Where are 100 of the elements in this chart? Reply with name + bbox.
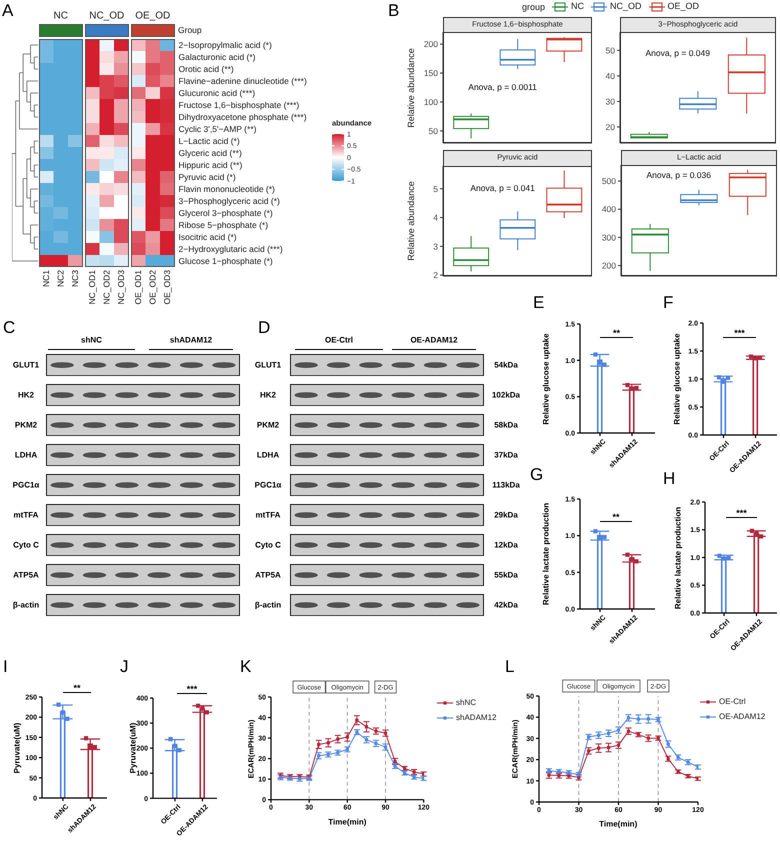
y-axis-title: Relative glucose uptake (672, 333, 682, 425)
legend-label: OE-ADAM12 (719, 711, 766, 722)
text: I (3, 657, 8, 676)
x-tick-label: NC_OD2 (102, 270, 112, 304)
y-tick-label: 2−Hydroxyglutaric acid (***) (178, 244, 283, 254)
y-tick-label: Glucuronic acid (***) (178, 88, 256, 98)
annotation: *** (734, 328, 745, 338)
category-label: PKM2 (14, 420, 38, 430)
category-label: GLUT1 (12, 360, 40, 370)
y-axis-title: Relative lactate production (673, 506, 683, 609)
legend-label: NC_OD (610, 1, 642, 12)
legend-label: OE-Ctrl (719, 696, 746, 707)
y-axis-title: Pyruvate(uM) (12, 722, 22, 773)
annotation: ** (612, 328, 620, 338)
annotation: Anova, p = 0.036 (646, 170, 711, 181)
x-axis-title: Time(min) (599, 819, 638, 829)
category-label: HK2 (18, 390, 34, 400)
legend-title: group (522, 2, 546, 12)
y-axis-title: Relative lactate production (541, 502, 551, 605)
y-tick-label: Flavin mononucleotide (*) (178, 184, 276, 194)
category-label: mtTFA (256, 510, 280, 520)
legend-label: shNC (456, 697, 476, 708)
text: NC_OD (89, 10, 124, 22)
category-label: shADAM12 (170, 335, 212, 345)
y-tick-label: Galacturonic acid (*) (178, 52, 256, 62)
y-tick-label: Pyruvic acid (*) (178, 172, 236, 182)
y-tick-label: 50 (606, 45, 616, 56)
y-tick-label: 3−Phosphoglyceric acid (*) (178, 196, 280, 206)
category-label: 42kDa (494, 600, 518, 610)
annotation: Anova, p = 0.0011 (468, 82, 537, 92)
category-label: LDHA (14, 450, 38, 460)
category-label: ATP5A (13, 570, 39, 580)
category-label: 54kDa (494, 360, 518, 370)
category-label: 37kDa (494, 450, 518, 460)
category-label: ATP5A (255, 570, 281, 580)
y-tick-label: 500 (602, 176, 616, 186)
x-tick-label: OE_OD3 (162, 270, 172, 304)
y-tick-label: Glyceric acid (**) (178, 148, 242, 158)
category-label: 29kDa (494, 510, 518, 520)
y-tick-label: 20 (606, 122, 616, 132)
y-tick-label: 200 (424, 39, 438, 50)
text: ** (73, 682, 81, 694)
y-tick-label: 3 (433, 241, 438, 252)
x-tick-label: NC1 (41, 270, 52, 288)
y-tick-label: 300 (602, 232, 616, 242)
y-tick-label: Ribose 5−phosphate (*) (178, 220, 268, 230)
y-tick-label: Fructose 1,6−bisphosphate (***) (178, 100, 300, 110)
text: F (663, 293, 674, 312)
y-tick-label: Glucose 1−phosphate (*) (178, 256, 273, 266)
text: H (663, 469, 676, 488)
annotation: *** (736, 508, 747, 518)
y-tick-label: 4 (433, 212, 438, 223)
text: Group (178, 25, 202, 36)
y-tick-label: Hippuric acid (**) (178, 160, 242, 170)
category-label: β-actin (254, 600, 282, 610)
category-label: mtTFA (14, 510, 38, 520)
category-label: OE-ADAM12 (410, 335, 458, 345)
category-label: 12kDa (494, 540, 518, 550)
x-tick-label: OE_OD2 (148, 270, 158, 304)
y-tick-label: 400 (602, 204, 616, 214)
y-axis-title: Relative abundance (406, 181, 416, 261)
text: NC (54, 10, 68, 22)
y-tick-label: 40 (606, 70, 616, 81)
text: J (120, 657, 128, 676)
y-tick-label: 5 (433, 184, 438, 194)
x-tick-label: NC_OD3 (116, 270, 126, 304)
category-label: 58kDa (494, 420, 518, 430)
category-label: Cyto C (255, 540, 281, 550)
annotation: Anova, p = 0.049 (645, 48, 710, 60)
text: *** (186, 684, 198, 694)
y-tick-label: 2−Isopropylmalic acid (*) (178, 40, 272, 50)
annotation: Anova, p = 0.041 (470, 183, 535, 194)
category-label: β-actin (12, 600, 40, 610)
x-axis-title: Time(min) (328, 817, 366, 827)
category-label: PGC1α (254, 480, 282, 490)
text: A (2, 1, 14, 20)
y-tick-label: Flavine−adenine dinucleotide (***) (178, 76, 307, 86)
y-tick-label: Orotic acid (**) (178, 64, 234, 74)
y-tick-label: 200 (602, 260, 616, 271)
text: C (3, 318, 16, 337)
category-label: PGC1α (12, 480, 40, 490)
y-axis-title: Relative abundance (406, 48, 416, 128)
legend-label: NC (571, 1, 584, 12)
annotation: ** (612, 512, 620, 522)
category-label: OE-Ctrl (325, 335, 353, 345)
y-tick-label: 50 (428, 126, 438, 136)
category-label: shNC (81, 335, 102, 345)
y-axis-title: Pyruvate(uM) (128, 722, 138, 774)
legend-label: OE_OD (668, 1, 700, 12)
y-tick-label: 30 (606, 96, 616, 106)
x-tick-label: OE_OD1 (133, 270, 144, 304)
y-tick-label: 2 (433, 270, 438, 280)
x-tick-label: NC3 (70, 270, 80, 288)
y-axis-title: Relative glucose uptake (541, 332, 551, 424)
category-label: LDHA (256, 450, 280, 460)
y-tick-label: Isocitric acid (*) (178, 232, 237, 242)
text: K (240, 657, 252, 676)
y-tick-label: Glycerol 3−phosphate (*) (178, 208, 273, 218)
x-tick-label: NC2 (56, 270, 66, 288)
category-label: Cyto C (13, 540, 39, 550)
